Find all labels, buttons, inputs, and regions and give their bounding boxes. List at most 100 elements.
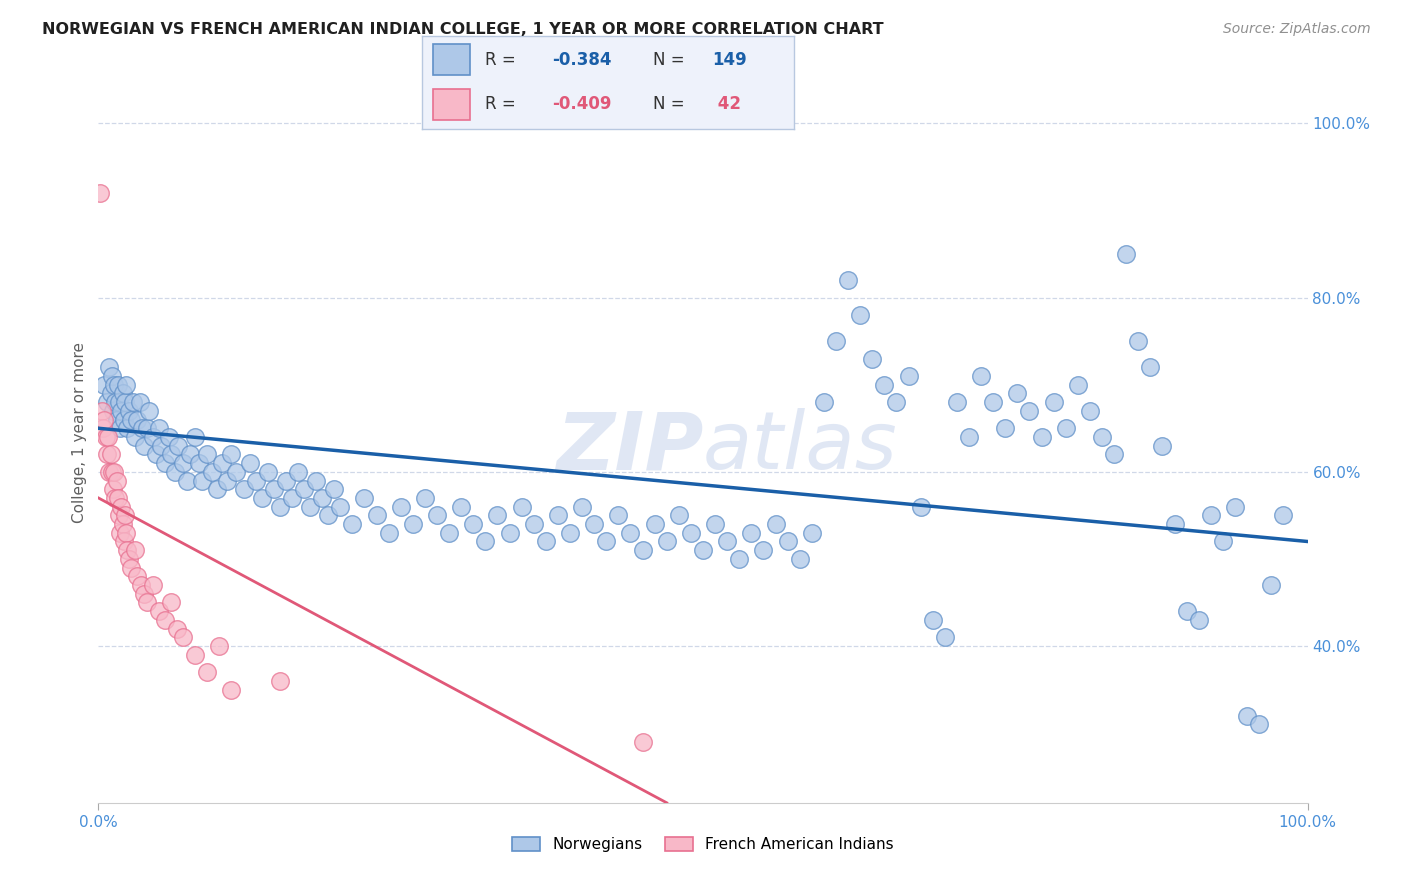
- Point: [97, 430, 120, 444]
- Point: [644, 517, 666, 532]
- Point: [117, 543, 139, 558]
- Point: [849, 308, 872, 322]
- Point: [104, 395, 127, 409]
- Point: [134, 587, 156, 601]
- Point: [1007, 386, 1029, 401]
- Point: [1067, 377, 1090, 392]
- Point: [98, 465, 121, 479]
- Point: [981, 395, 1004, 409]
- Point: [311, 491, 333, 505]
- Point: [426, 508, 449, 523]
- Point: [120, 560, 142, 574]
- Point: [957, 430, 980, 444]
- Point: [1152, 439, 1174, 453]
- Point: [437, 525, 460, 540]
- Point: [153, 613, 176, 627]
- Point: [245, 474, 267, 488]
- Point: [215, 474, 238, 488]
- Point: [91, 404, 114, 418]
- Point: [145, 447, 167, 461]
- Point: [1018, 404, 1040, 418]
- Point: [112, 534, 135, 549]
- Point: [172, 456, 194, 470]
- Point: [232, 482, 254, 496]
- Point: [118, 404, 141, 418]
- Point: [166, 622, 188, 636]
- Point: [110, 500, 132, 514]
- Point: [825, 334, 848, 348]
- Point: [100, 369, 122, 384]
- Point: [534, 534, 557, 549]
- Point: [595, 534, 617, 549]
- Point: [124, 430, 146, 444]
- Point: [413, 491, 436, 505]
- Point: [583, 517, 606, 532]
- Point: [1188, 613, 1211, 627]
- Point: [134, 439, 156, 453]
- Point: [115, 525, 138, 540]
- Point: [148, 421, 170, 435]
- Point: [523, 517, 546, 532]
- Point: [463, 517, 485, 532]
- Point: [789, 552, 811, 566]
- Point: [239, 456, 262, 470]
- Point: [655, 534, 678, 549]
- Point: [105, 412, 128, 426]
- Point: [96, 447, 118, 461]
- Text: R =: R =: [485, 95, 516, 112]
- Point: [886, 395, 908, 409]
- Point: [104, 491, 127, 505]
- Point: [287, 465, 309, 479]
- Point: [1078, 404, 1101, 418]
- Point: [108, 395, 131, 409]
- Point: [1163, 517, 1185, 532]
- Point: [692, 543, 714, 558]
- Text: -0.409: -0.409: [553, 95, 612, 112]
- Point: [91, 421, 114, 435]
- Point: [211, 456, 233, 470]
- Point: [107, 491, 129, 505]
- Point: [1128, 334, 1150, 348]
- Point: [510, 500, 533, 514]
- Point: [728, 552, 751, 566]
- Point: [269, 673, 291, 688]
- Point: [112, 412, 135, 426]
- Point: [474, 534, 496, 549]
- Point: [1102, 447, 1125, 461]
- Text: N =: N =: [652, 52, 685, 70]
- Point: [108, 525, 131, 540]
- Point: [167, 439, 190, 453]
- Point: [323, 482, 346, 496]
- Point: [631, 735, 654, 749]
- Point: [1139, 360, 1161, 375]
- Point: [111, 517, 134, 532]
- Point: [256, 465, 278, 479]
- Point: [1054, 421, 1077, 435]
- Point: [897, 369, 920, 384]
- Point: [250, 491, 273, 505]
- Point: [329, 500, 352, 514]
- Point: [176, 474, 198, 488]
- Point: [122, 395, 145, 409]
- Point: [668, 508, 690, 523]
- Point: [305, 474, 328, 488]
- Point: [93, 412, 115, 426]
- Point: [571, 500, 593, 514]
- Point: [108, 421, 131, 435]
- Text: ZIP: ZIP: [555, 409, 703, 486]
- Point: [89, 186, 111, 200]
- Point: [225, 465, 247, 479]
- Point: [377, 525, 399, 540]
- Point: [547, 508, 569, 523]
- Point: [93, 377, 115, 392]
- Point: [120, 412, 142, 426]
- Point: [292, 482, 315, 496]
- Point: [179, 447, 201, 461]
- Point: [910, 500, 932, 514]
- Point: [765, 517, 787, 532]
- Point: [172, 630, 194, 644]
- Point: [187, 456, 209, 470]
- Text: atlas: atlas: [703, 409, 898, 486]
- Point: [1042, 395, 1064, 409]
- Point: [96, 395, 118, 409]
